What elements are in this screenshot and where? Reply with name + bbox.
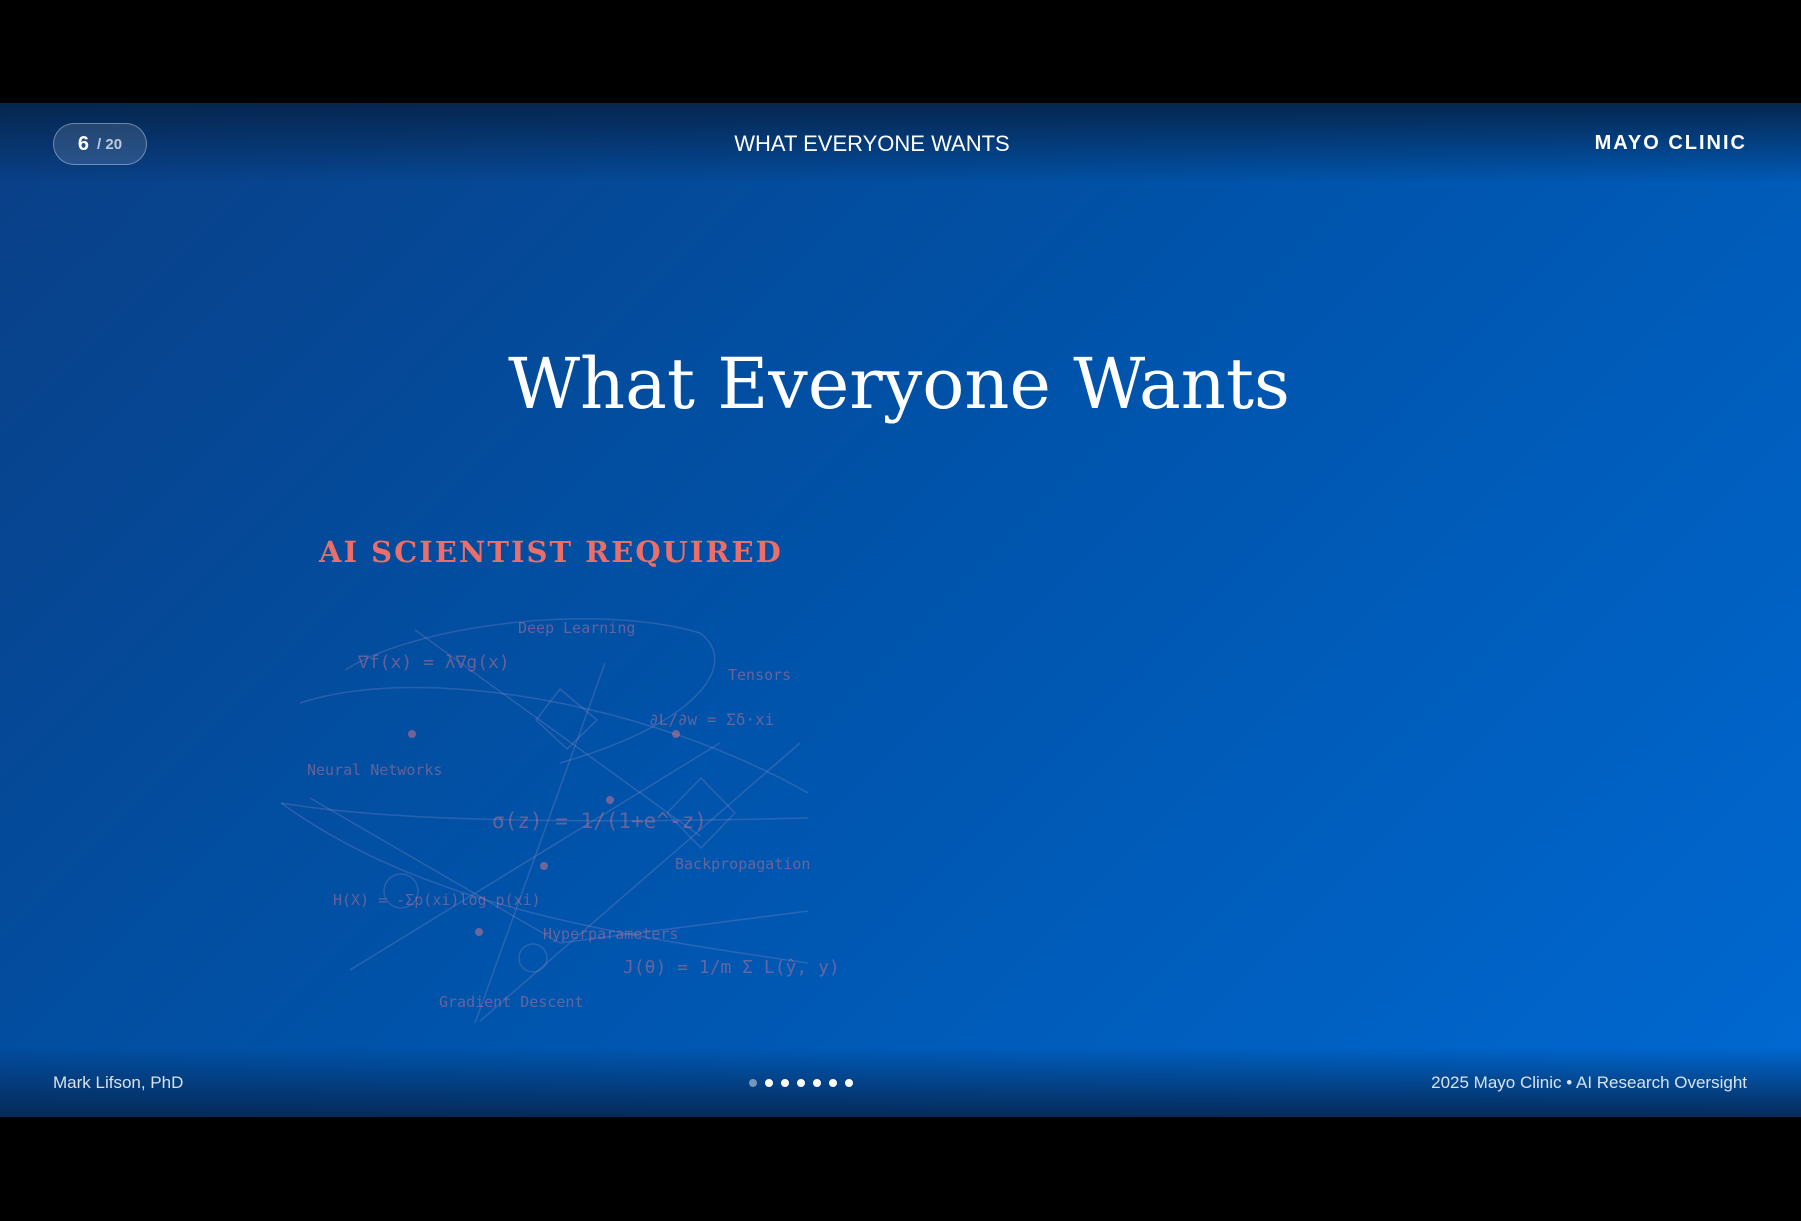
slide-title: What Everyone Wants xyxy=(508,343,1290,425)
slide-subtitle: AI SCIENTIST REQUIRED xyxy=(319,535,783,569)
diagram: Deep Learning ∇f(x) = λ∇g(x) Tensors ∂L/∂w … xyxy=(280,618,840,1024)
diagram-term: J(θ) = 1/m Σ L(ŷ, y) xyxy=(623,957,840,978)
diagram-nodes xyxy=(408,730,680,936)
page-current: 6 xyxy=(77,132,90,155)
header-title: WHAT EVERYONE WANTS xyxy=(734,131,1010,156)
diagram-term: Hyperparameters xyxy=(543,925,678,943)
progress-dots xyxy=(749,1079,853,1087)
diagram-term: Deep Learning xyxy=(518,619,635,637)
brand: MAYO CLINIC xyxy=(1594,132,1747,154)
diagram-labels: Deep Learning ∇f(x) = λ∇g(x) Tensors ∂L/∂w … xyxy=(307,619,840,1011)
diagram-term: ∇f(x) = λ∇g(x) xyxy=(357,652,510,673)
footer-bar xyxy=(0,1047,1801,1117)
footer-copyright: 2025 Mayo Clinic • AI Research Oversight xyxy=(1431,1073,1747,1092)
diagram-term: Backpropagation xyxy=(675,855,810,873)
diagram-term: H(X) = -Σp(xi)log p(xi) xyxy=(333,891,541,909)
footer-author: Mark Lifson, PhD xyxy=(53,1073,184,1092)
dot xyxy=(781,1079,789,1087)
diagram-term: ∂L/∂w = Σδ·xi xyxy=(649,710,774,729)
header-bar xyxy=(0,103,1801,183)
dot xyxy=(829,1079,837,1087)
dot xyxy=(813,1079,821,1087)
page-total: / 20 xyxy=(97,135,123,153)
diagram-term: Gradient Descent xyxy=(439,993,584,1011)
diagram-term: Neural Networks xyxy=(307,761,442,779)
dot xyxy=(749,1079,757,1087)
slide: 6 / 20 WHAT EVERYONE WANTS MAYO CLINIC Wh… xyxy=(0,103,1801,1117)
dot xyxy=(797,1079,805,1087)
diagram-lines xyxy=(280,618,809,1024)
page-counter: 6 / 20 xyxy=(53,123,147,165)
diagram-term: σ(z) = 1/(1+e^-z) xyxy=(492,809,707,833)
dot xyxy=(845,1079,853,1087)
dot xyxy=(765,1079,773,1087)
diagram-term: Tensors xyxy=(728,666,791,684)
